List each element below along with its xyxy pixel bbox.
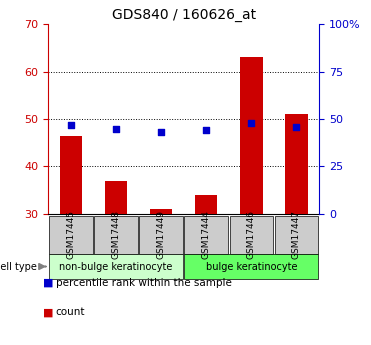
Text: bulge keratinocyte: bulge keratinocyte (206, 262, 297, 272)
Bar (150, 209, 173, 214)
Text: GSM17448: GSM17448 (111, 210, 121, 259)
Text: GSM17444: GSM17444 (202, 210, 211, 259)
Text: cell type: cell type (0, 262, 37, 272)
Text: ■: ■ (43, 278, 53, 288)
Bar (240, 57, 263, 214)
Text: non-bulge keratinocyte: non-bulge keratinocyte (59, 262, 173, 272)
Point (158, 129, 164, 135)
Text: GSM17449: GSM17449 (157, 210, 165, 259)
Text: GSM17445: GSM17445 (66, 210, 75, 259)
Text: ■: ■ (43, 307, 53, 317)
Text: count: count (56, 307, 85, 317)
Point (68, 122, 74, 127)
Point (293, 124, 299, 129)
Point (203, 128, 209, 133)
Bar (285, 114, 308, 214)
Point (113, 126, 119, 131)
Bar (59, 136, 82, 214)
Text: percentile rank within the sample: percentile rank within the sample (56, 278, 232, 288)
Title: GDS840 / 160626_at: GDS840 / 160626_at (112, 8, 256, 22)
Point (249, 120, 255, 126)
Bar (105, 181, 127, 214)
Bar (195, 195, 217, 214)
Text: GSM17447: GSM17447 (292, 210, 301, 259)
Text: GSM17446: GSM17446 (247, 210, 256, 259)
